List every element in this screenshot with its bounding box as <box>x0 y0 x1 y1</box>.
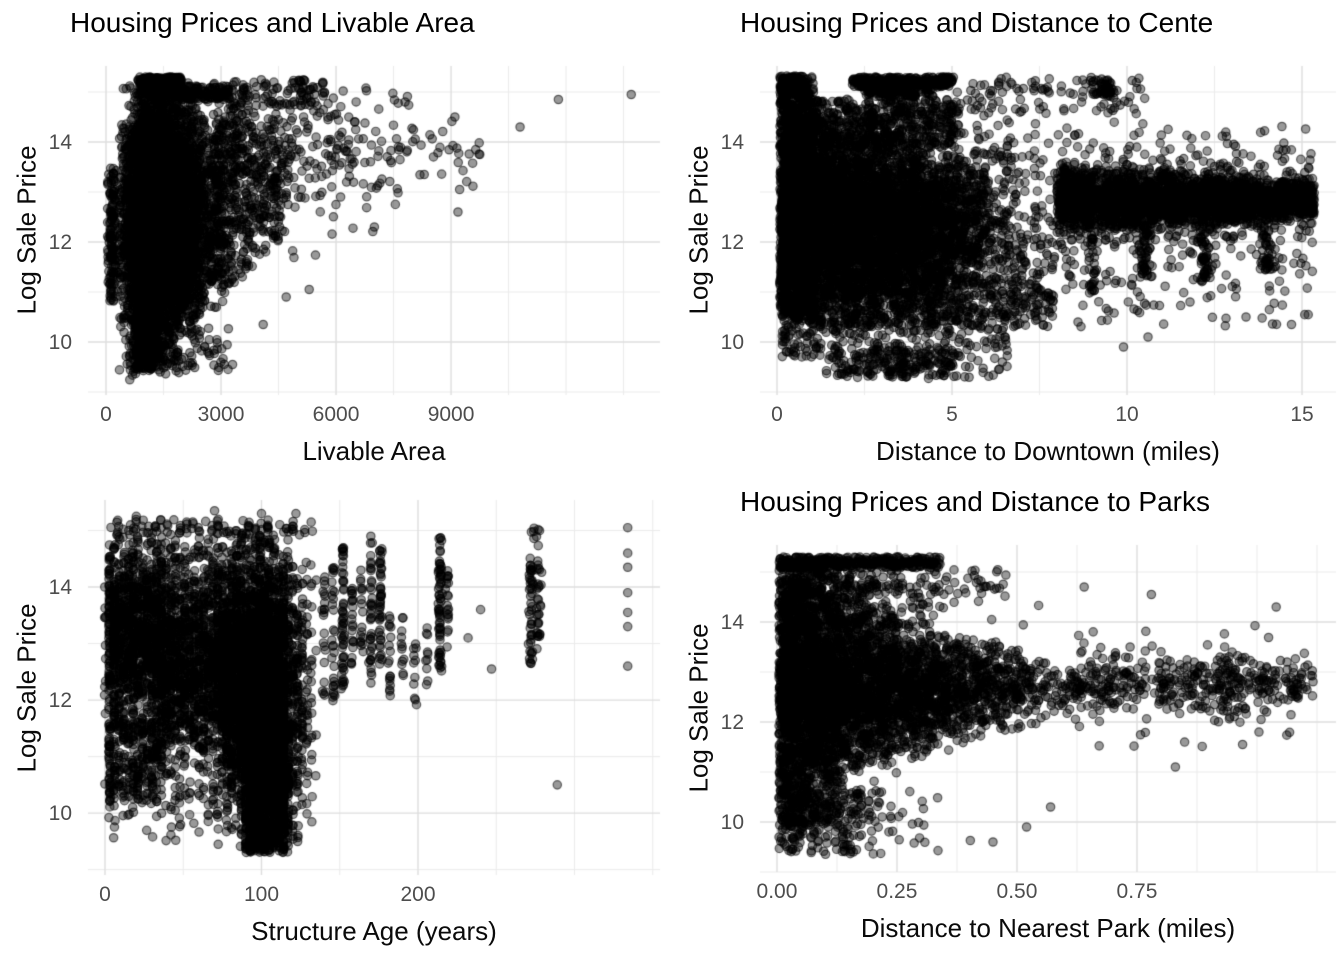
housing-scatter-figure: Housing Prices and Livable Area Livable … <box>0 0 1344 960</box>
plots-canvas <box>0 0 1344 960</box>
